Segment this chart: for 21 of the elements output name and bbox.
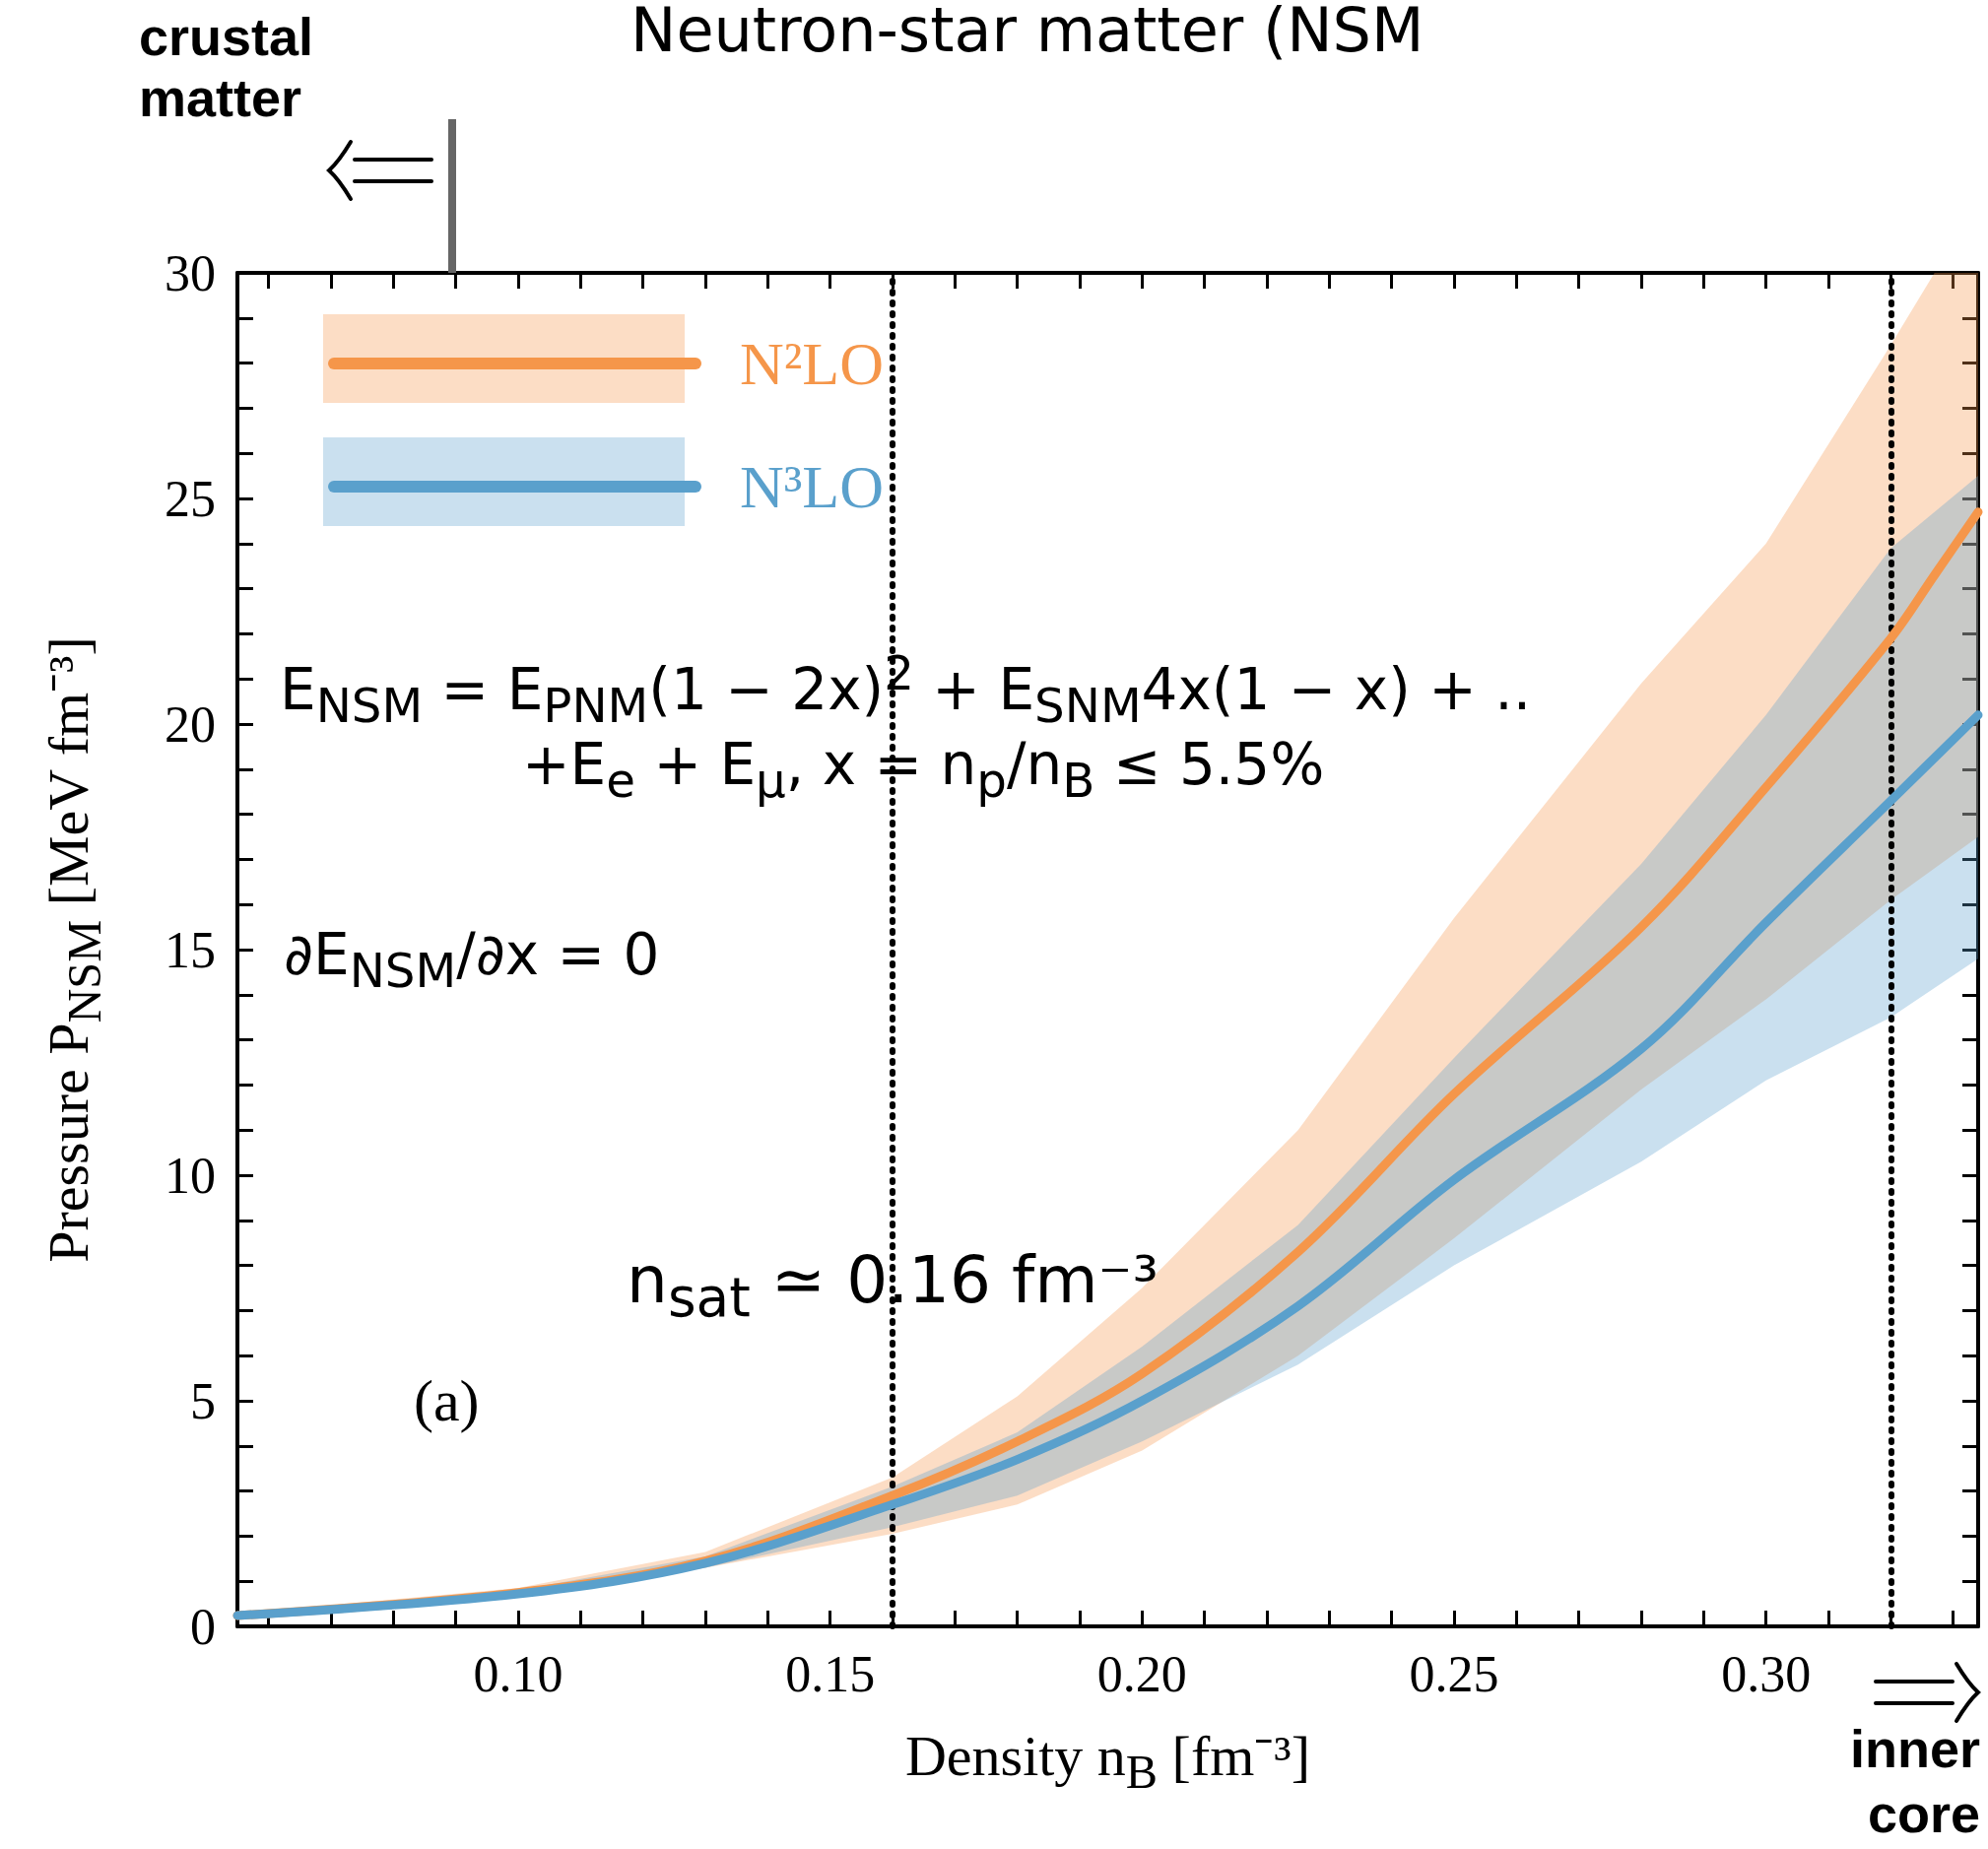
x-tick-label: 0.15 — [785, 1645, 876, 1702]
annotation: ∂E$_{NSM}$/∂x = 0 — [284, 921, 660, 998]
text: N²LO — [740, 330, 885, 397]
y-tick-label: 5 — [190, 1372, 216, 1429]
x-tick-label: 0.25 — [1409, 1645, 1499, 1702]
y-tick-label: 15 — [165, 921, 216, 978]
text: inner core — [1848, 1718, 1980, 1845]
annotation: (a) — [414, 1367, 480, 1435]
x-tick-label: 0.10 — [473, 1645, 563, 1702]
text: crustal matter — [139, 6, 315, 128]
y-tick-label: 10 — [165, 1147, 216, 1204]
y-tick-label: 20 — [165, 695, 216, 753]
x-tick-label: 0.20 — [1096, 1645, 1187, 1702]
x-tick-label: 0.30 — [1721, 1645, 1812, 1702]
text: N³LO — [740, 453, 885, 520]
y-tick-label: 0 — [190, 1598, 216, 1655]
y-tick-label: 30 — [165, 244, 216, 301]
y-tick-label: 25 — [165, 470, 216, 527]
annotation: n$_{sat}$ ≃ 0.16 fm⁻³ — [627, 1241, 1159, 1329]
x-axis-title: Density n$_{B}$ [fm⁻³] — [904, 1723, 1311, 1799]
chart-title: Neutron-star matter (NSM — [630, 0, 1425, 66]
